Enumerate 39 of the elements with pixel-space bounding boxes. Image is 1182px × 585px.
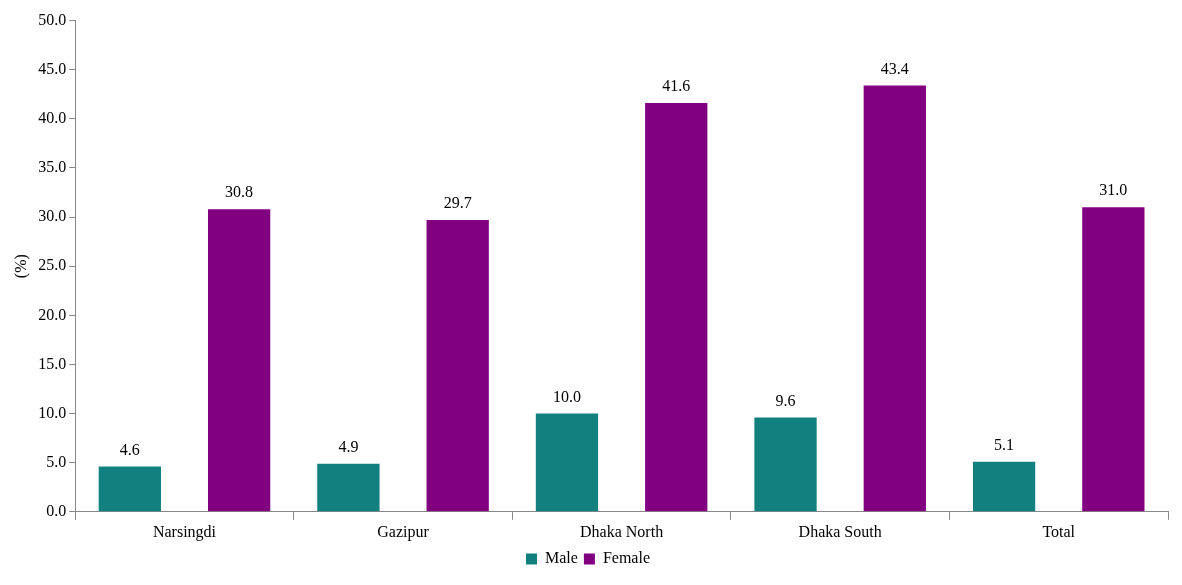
bar — [972, 461, 1036, 512]
y-tick-label: 40.0 — [38, 109, 67, 127]
bar — [207, 209, 271, 512]
x-tick-label: Gazipur — [377, 522, 430, 541]
y-tick-label: 25.0 — [38, 256, 67, 274]
y-axis-title: (%) — [11, 254, 30, 279]
bar — [317, 463, 380, 512]
y-tick-label: 0.0 — [46, 502, 67, 519]
x-tick-label: Narsingdi — [152, 522, 217, 541]
y-tick-label: 30.0 — [38, 207, 67, 225]
bar — [535, 413, 599, 512]
bar — [754, 417, 817, 512]
x-tick-label: Total — [1042, 522, 1076, 540]
data-label: 31.0 — [1099, 181, 1128, 199]
bar — [98, 466, 161, 512]
y-tick-label: 35.0 — [38, 158, 67, 176]
data-label: 41.6 — [662, 77, 691, 95]
y-tick-label: 50.0 — [38, 10, 67, 28]
bar — [863, 85, 926, 512]
y-tick-label: 20.0 — [38, 305, 67, 323]
bar — [426, 220, 489, 512]
legend-label: Female — [602, 549, 650, 567]
data-label: 30.8 — [225, 183, 254, 201]
data-label: 4.9 — [338, 437, 359, 455]
x-tick-label: Dhaka South — [798, 522, 882, 540]
x-tick-label: Dhaka North — [580, 522, 664, 540]
data-label: 10.0 — [552, 387, 581, 405]
y-tick-label: 10.0 — [38, 403, 67, 421]
y-tick-label: 5.0 — [46, 452, 67, 470]
bar — [1082, 207, 1145, 512]
bar — [645, 103, 708, 512]
data-label: 4.6 — [119, 440, 140, 458]
y-tick-label: 45.0 — [38, 59, 67, 77]
data-label: 9.6 — [775, 391, 796, 409]
data-label: 43.4 — [880, 59, 909, 77]
data-label: 29.7 — [443, 194, 472, 212]
y-tick-label: 15.0 — [38, 354, 67, 372]
legend-label: Male — [545, 549, 578, 567]
data-label: 5.1 — [994, 435, 1015, 453]
